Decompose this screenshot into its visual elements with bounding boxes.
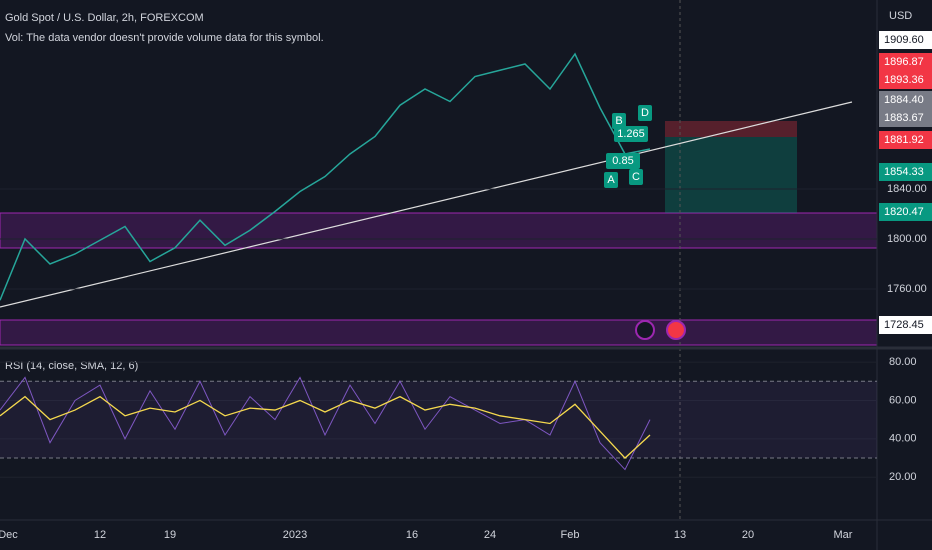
price-tag-label: 1728.45 xyxy=(884,319,924,331)
stop-box xyxy=(665,121,797,137)
ratio-label: 0.85 xyxy=(612,155,633,167)
pattern-tag xyxy=(604,172,618,188)
rsi-ma-line xyxy=(0,395,651,459)
price-tag xyxy=(879,71,932,89)
zone-box xyxy=(0,319,878,346)
symbol-title: Gold Spot / U.S. Dollar, 2h, FOREXCOM xyxy=(5,12,204,24)
rsi-band xyxy=(0,381,877,459)
event-icon[interactable] xyxy=(666,320,686,340)
price-tag xyxy=(879,163,932,181)
zone-box xyxy=(0,212,878,249)
time-label: Feb xyxy=(561,529,580,541)
time-label: 12 xyxy=(94,529,106,541)
trend-line xyxy=(0,101,853,308)
price-tag xyxy=(879,53,932,71)
time-label: 2023 xyxy=(283,529,307,541)
price-tag-label: 1883.67 xyxy=(884,112,924,124)
ratio-tag xyxy=(606,153,640,169)
vol-note: Vol: The data vendor doesn't provide vol… xyxy=(5,32,324,44)
price-tag xyxy=(879,203,932,221)
price-tag-label: 1896.87 xyxy=(884,56,924,68)
price-tag-label: 1893.36 xyxy=(884,74,924,86)
time-label: 16 xyxy=(406,529,418,541)
rsi-title: RSI (14, close, SMA, 12, 6) xyxy=(5,360,138,372)
rsi-tick-label: 80.00 xyxy=(889,356,917,368)
price-tag-label: 1881.92 xyxy=(884,134,924,146)
pattern-label: B xyxy=(615,115,622,127)
ratio-tag xyxy=(614,126,648,142)
price-tick-label: 1840.00 xyxy=(887,183,927,195)
price-tag-label: 1854.33 xyxy=(884,166,924,178)
pattern-tag xyxy=(629,169,643,185)
price-tag xyxy=(879,31,932,49)
price-tag xyxy=(879,91,932,109)
price-tag-label: 1820.47 xyxy=(884,206,924,218)
price-tag-label: 1884.40 xyxy=(884,94,924,106)
price-tick-label: 1760.00 xyxy=(887,283,927,295)
pattern-tag xyxy=(612,113,626,129)
price-tag-label: 1909.60 xyxy=(884,34,924,46)
pattern-label: D xyxy=(641,107,649,119)
rsi-tick-label: 60.00 xyxy=(889,394,917,406)
time-label: 19 xyxy=(164,529,176,541)
rsi-tick-label: 40.00 xyxy=(889,433,917,445)
pattern-label: A xyxy=(607,174,615,186)
ratio-label: 1.265 xyxy=(617,128,645,140)
time-label: Mar xyxy=(834,529,853,541)
event-icon[interactable] xyxy=(635,320,655,340)
rsi-tick-label: 20.00 xyxy=(889,471,917,483)
time-label: 24 xyxy=(484,529,496,541)
pattern-label: C xyxy=(632,171,640,183)
time-label: Dec xyxy=(0,529,18,541)
currency: USD xyxy=(889,10,912,22)
time-label: 20 xyxy=(742,529,754,541)
time-label: 13 xyxy=(674,529,686,541)
pattern-tag xyxy=(638,105,652,121)
price-tick-label: 1800.00 xyxy=(887,233,927,245)
target-box xyxy=(665,137,797,213)
price-tag xyxy=(879,316,932,334)
price-tag xyxy=(879,109,932,127)
price-tag xyxy=(879,131,932,149)
price-line xyxy=(0,52,651,301)
